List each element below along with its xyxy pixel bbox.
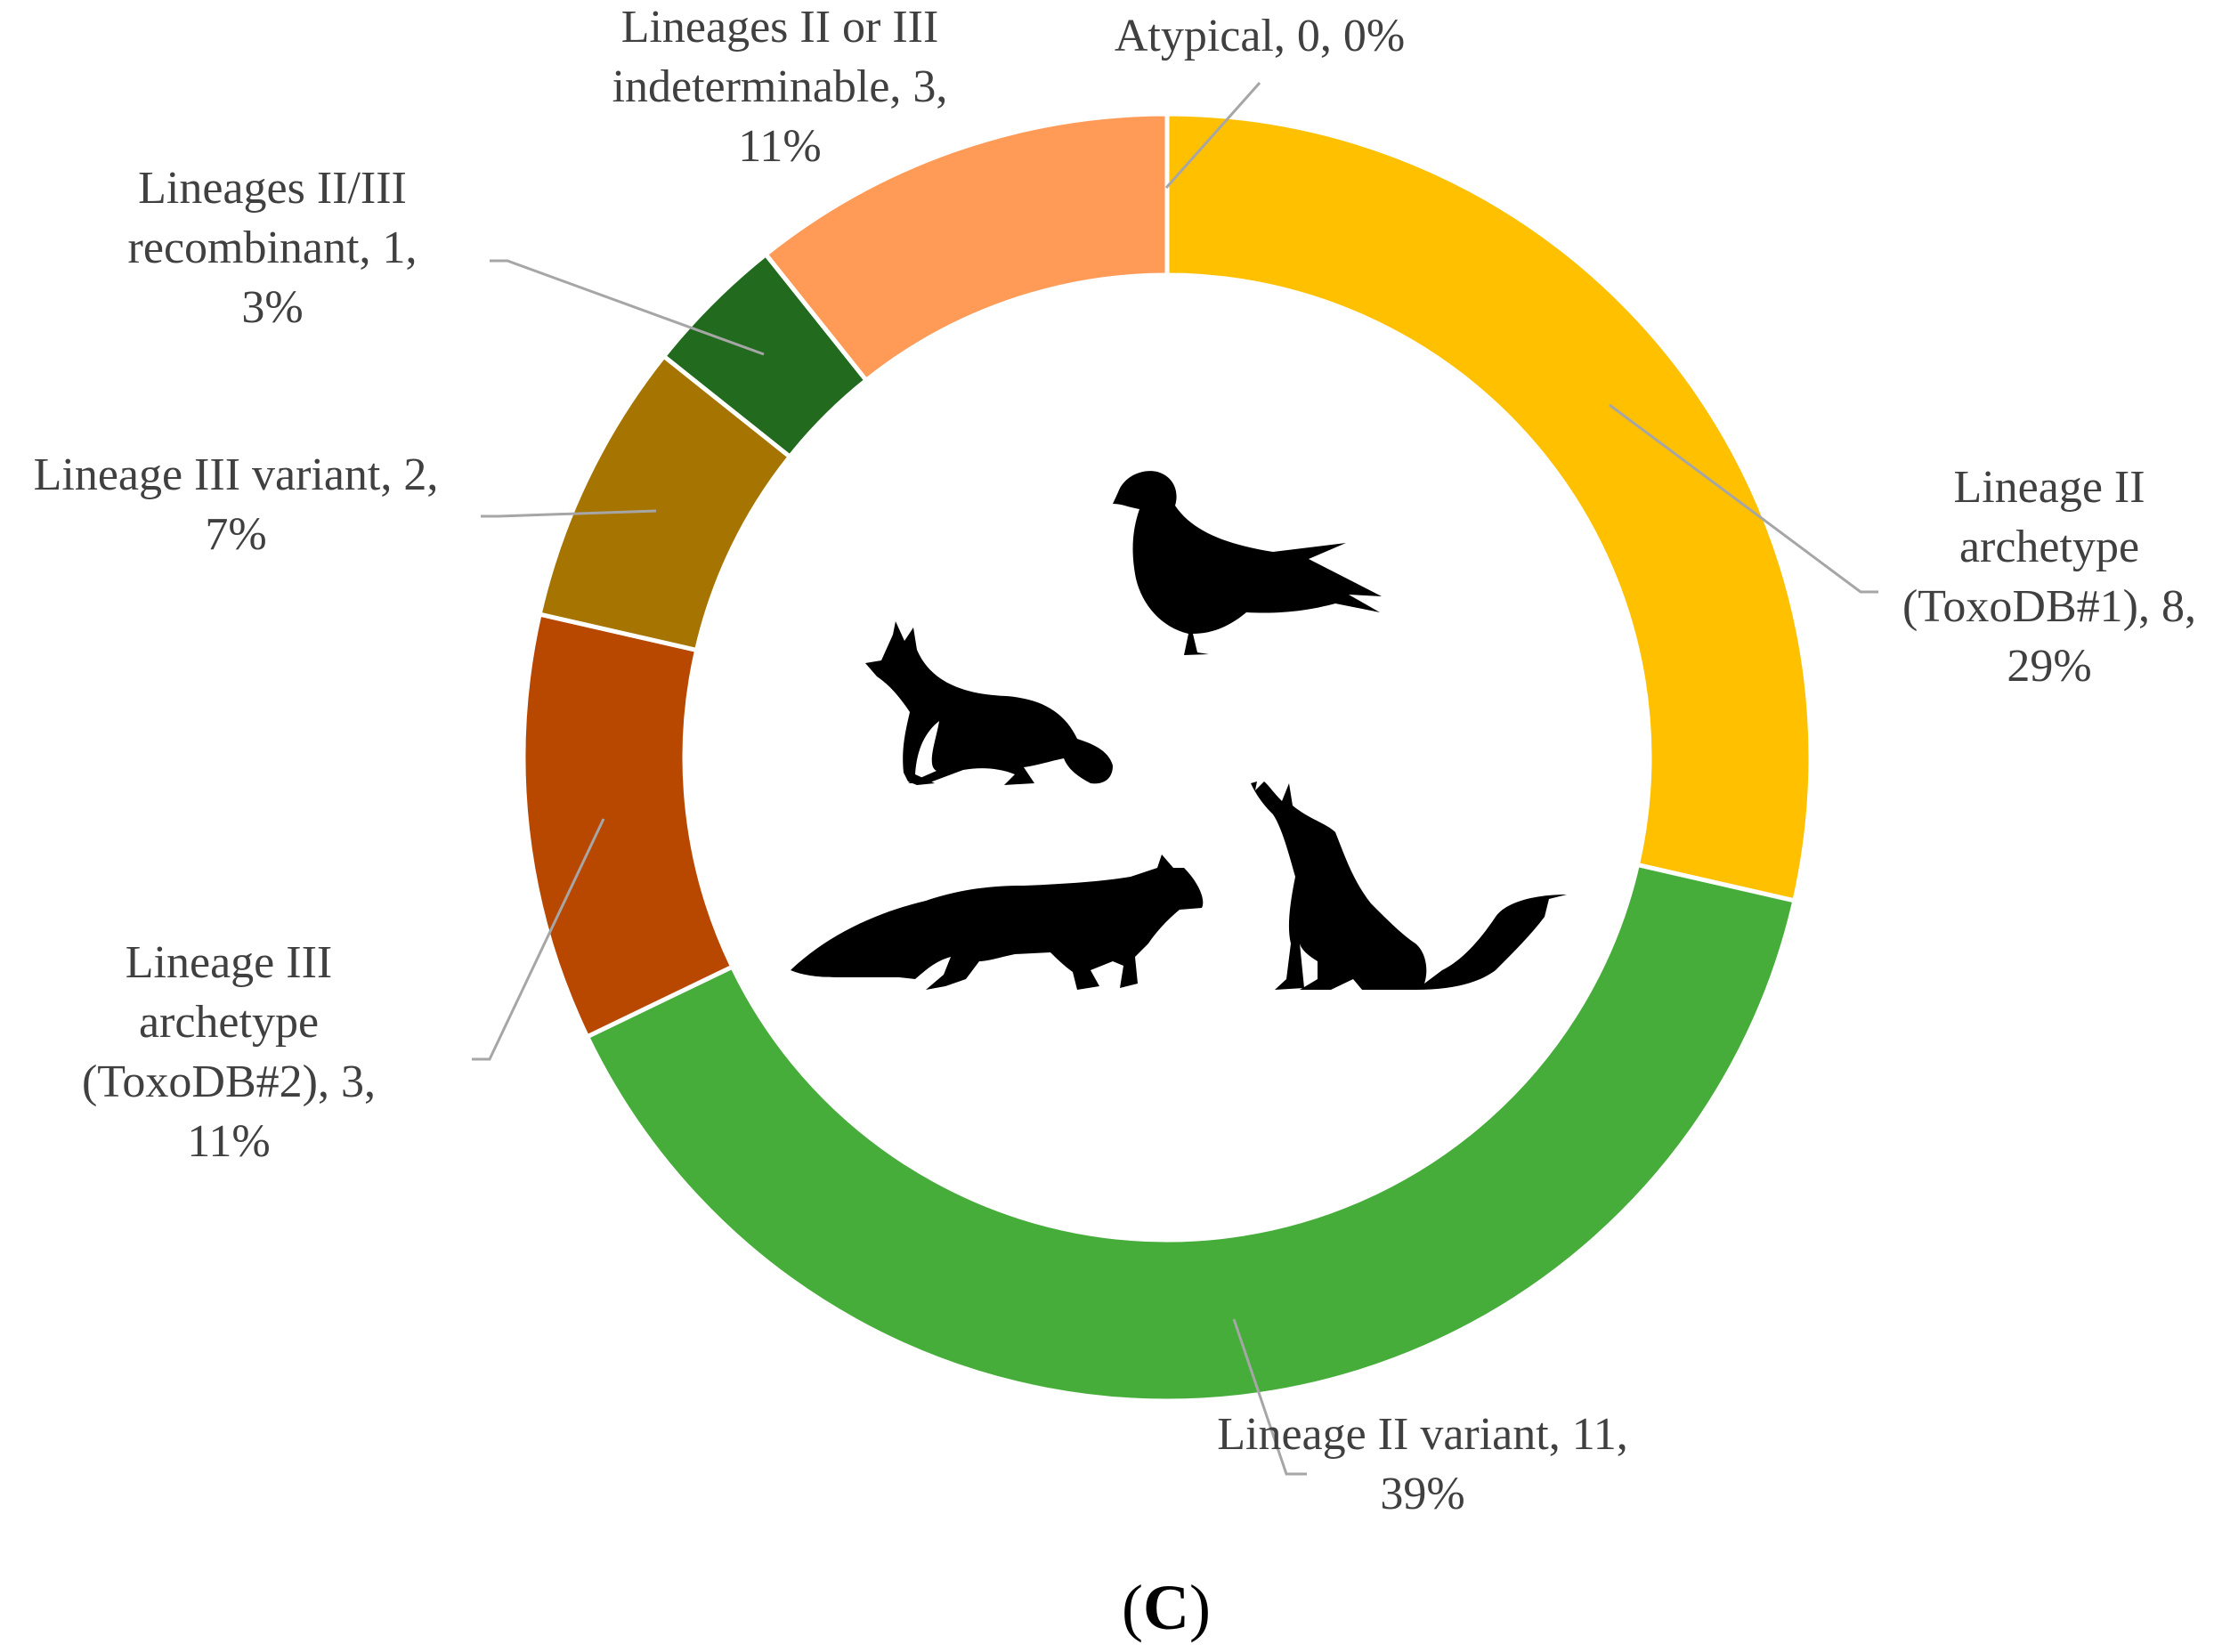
data-label-lineage-iii-archetype-toxodb-2: Lineage III archetype (ToxoDB#2), 3, 11%	[82, 937, 376, 1167]
leader-line-lineages-ii-iii-recombinant	[490, 259, 765, 356]
donut-slices	[521, 111, 1813, 1404]
slice-lineage-ii-archetype-toxodb-1	[1164, 111, 1813, 903]
caption-letter: C	[1143, 1572, 1189, 1643]
data-label-atypical: Atypical, 0, 0%	[1115, 11, 1405, 61]
data-label-lineages-ii-iii-recombinant: Lineages II/III recombinant, 1, 3%	[128, 163, 418, 333]
figure-caption: (C)	[1122, 1572, 1211, 1643]
data-labels: Lineage II archetype (ToxoDB#1), 8, 29% Line…	[34, 2, 2196, 1519]
slice-lineages-ii-or-iii-indeterminable	[762, 111, 1170, 384]
fox-silhouette-icon	[865, 621, 1113, 785]
pigeon-silhouette-icon	[1113, 471, 1382, 655]
leader-lines	[472, 82, 1878, 1476]
center-animals	[791, 471, 1567, 990]
leader-line-lineage-iii-archetype-toxodb-2	[472, 818, 605, 1061]
data-label-lineage-ii-variant: Lineage II variant, 11, 39%	[1217, 1409, 1628, 1519]
wolf-silhouette-icon	[1251, 781, 1567, 990]
leader-line-atypical	[1164, 82, 1261, 189]
data-label-lineages-ii-or-iii-indeterminable: Lineages II or III indeterminable, 3, 11%	[612, 2, 948, 172]
data-label-lineage-ii-archetype-toxodb-1: Lineage II archetype (ToxoDB#1), 8, 29%	[1902, 462, 2196, 692]
walking-fox-silhouette-icon	[791, 854, 1204, 990]
leader-line-lineage-ii-variant	[1232, 1318, 1307, 1476]
data-label-lineage-iii-variant: Lineage III variant, 2, 7%	[34, 449, 439, 560]
leader-line-lineage-ii-archetype-toxodb-1	[1609, 403, 1878, 594]
leader-line-lineage-iii-variant	[481, 509, 657, 518]
slice-lineage-iii-archetype-toxodb-2	[521, 611, 736, 1041]
slice-lineage-ii-variant	[584, 862, 1797, 1404]
